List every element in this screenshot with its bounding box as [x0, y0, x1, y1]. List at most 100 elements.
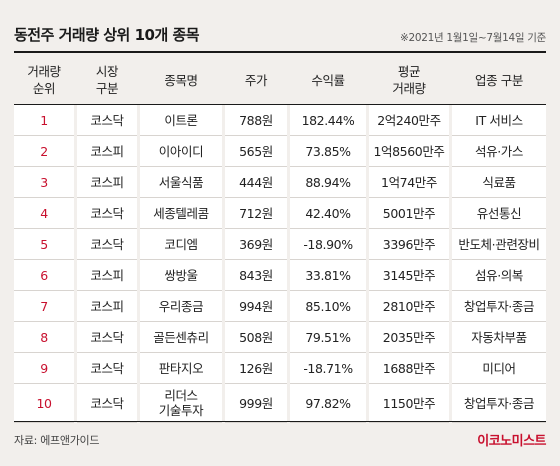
header-name: 종목명: [164, 72, 198, 88]
cell-return: 33.81%: [290, 259, 366, 291]
cell-stock-name: 우리종금: [140, 290, 222, 322]
cell-sector: 자동차부품: [452, 321, 546, 353]
cell-volume: 3396만주: [369, 228, 449, 260]
cell-stock-name: 골든센츄리: [140, 321, 222, 353]
column-gap: [366, 104, 369, 136]
cell-price: 369원: [225, 228, 287, 260]
bottom-rule: [14, 421, 546, 422]
cell-sector: 반도체·관련장비: [452, 228, 546, 260]
cell-volume: 3145만주: [369, 259, 449, 291]
header-price: 주가: [244, 72, 268, 88]
cell-stock-name: 이트론: [140, 104, 222, 136]
source-note: 자료: 에프앤가이드: [14, 434, 100, 447]
cell-rank: 8: [14, 321, 74, 353]
column-gap: [74, 104, 77, 136]
table-row: 3 코스피 서울식품 444원 88.94% 1억74만주 식료품: [14, 166, 546, 198]
cell-volume: 2억240만주: [369, 104, 449, 136]
table-row: 1 코스닥 이트론 788원 182.44% 2억240만주 IT 서비스: [14, 104, 546, 136]
table-row: 8 코스닥 골든센츄리 508원 79.51% 2035만주 자동차부품: [14, 321, 546, 353]
cell-price: 565원: [225, 135, 287, 167]
cell-volume: 5001만주: [369, 197, 449, 229]
cell-stock-name: 서울식품: [140, 166, 222, 198]
cell-price: 712원: [225, 197, 287, 229]
cell-price: 126원: [225, 352, 287, 384]
cell-return: 97.82%: [290, 383, 366, 423]
cell-sector: 창업투자·종금: [452, 383, 546, 423]
cell-rank: 6: [14, 259, 74, 291]
cell-volume: 1688만주: [369, 352, 449, 384]
cell-stock-name: 이아이디: [140, 135, 222, 167]
cell-return: -18.71%: [290, 352, 366, 384]
cell-stock-name: 리더스 기술투자: [140, 383, 222, 423]
cell-market: 코스피: [77, 135, 137, 167]
header-rank: 거래량 순위: [27, 64, 61, 96]
cell-sector: 미디어: [452, 352, 546, 384]
cell-price: 843원: [225, 259, 287, 291]
cell-sector: 석유·가스: [452, 135, 546, 167]
table-row: 7 코스피 우리종금 994원 85.10% 2810만주 창업투자·종금: [14, 290, 546, 322]
cell-price: 444원: [225, 166, 287, 198]
cell-sector: 식료품: [452, 166, 546, 198]
cell-rank: 10: [14, 383, 74, 423]
table-row: 5 코스닥 코디엠 369원 -18.90% 3396만주 반도체·관련장비: [14, 228, 546, 260]
cell-return: 79.51%: [290, 321, 366, 353]
cell-stock-name: 판타지오: [140, 352, 222, 384]
cell-market: 코스피: [77, 290, 137, 322]
cell-rank: 9: [14, 352, 74, 384]
column-gap: [449, 104, 452, 136]
cell-market: 코스닥: [77, 104, 137, 136]
top-rule: [14, 51, 546, 53]
column-gap: [287, 104, 290, 136]
cell-volume: 1억74만주: [369, 166, 449, 198]
cell-return: 182.44%: [290, 104, 366, 136]
header-market: 시장 구분: [95, 64, 119, 96]
cell-price: 994원: [225, 290, 287, 322]
cell-return: 85.10%: [290, 290, 366, 322]
cell-return: 42.40%: [290, 197, 366, 229]
cell-market: 코스닥: [77, 352, 137, 384]
cell-rank: 4: [14, 197, 74, 229]
cell-market: 코스닥: [77, 197, 137, 229]
date-range-note: ※2021년 1월1일~7월14일 기준: [399, 32, 546, 44]
cell-price: 788원: [225, 104, 287, 136]
header-return: 수익률: [311, 72, 345, 88]
table-row: 10 코스닥 리더스 기술투자 999원 97.82% 1150만주 창업투자·종금: [14, 383, 546, 423]
column-gap: [222, 104, 225, 136]
cell-rank: 3: [14, 166, 74, 198]
cell-market: 코스닥: [77, 228, 137, 260]
cell-price: 999원: [225, 383, 287, 423]
cell-market: 코스닥: [77, 321, 137, 353]
table-row: 9 코스닥 판타지오 126원 -18.71% 1688만주 미디어: [14, 352, 546, 384]
cell-sector: 섬유·의복: [452, 259, 546, 291]
cell-volume: 2035만주: [369, 321, 449, 353]
table-body: 1 코스닥 이트론 788원 182.44% 2억240만주 IT 서비스 2 코스피 이아이디 5…: [14, 104, 546, 423]
stock-volume-table: 거래량 순위 시장 구분 종목명 주가 수익률 평균 거래량 업종 구분 1 코스…: [14, 56, 546, 423]
table-row: 4 코스닥 세종텔레콤 712원 42.40% 5001만주 유선통신: [14, 197, 546, 229]
cell-rank: 2: [14, 135, 74, 167]
cell-stock-name: 코디엠: [140, 228, 222, 260]
cell-sector: 유선통신: [452, 197, 546, 229]
cell-rank: 1: [14, 104, 74, 136]
cell-stock-name: 쌍방울: [140, 259, 222, 291]
cell-price: 508원: [225, 321, 287, 353]
cell-stock-name: 세종텔레콤: [140, 197, 222, 229]
table-row: 2 코스피 이아이디 565원 73.85% 1억8560만주 석유·가스: [14, 135, 546, 167]
brand-logo: 이코노미스트: [477, 434, 546, 449]
page-title: 동전주 거래량 상위 10개 종목: [14, 26, 200, 44]
cell-return: -18.90%: [290, 228, 366, 260]
cell-market: 코스피: [77, 166, 137, 198]
cell-volume: 1150만주: [369, 383, 449, 423]
cell-sector: IT 서비스: [452, 104, 546, 136]
table-header-row: 거래량 순위 시장 구분 종목명 주가 수익률 평균 거래량 업종 구분: [14, 56, 546, 105]
header-sector: 업종 구분: [475, 72, 523, 88]
cell-volume: 1억8560만주: [369, 135, 449, 167]
cell-market: 코스피: [77, 259, 137, 291]
column-gap: [137, 104, 140, 136]
table-row: 6 코스피 쌍방울 843원 33.81% 3145만주 섬유·의복: [14, 259, 546, 291]
cell-sector: 창업투자·종금: [452, 290, 546, 322]
cell-rank: 5: [14, 228, 74, 260]
cell-volume: 2810만주: [369, 290, 449, 322]
cell-market: 코스닥: [77, 383, 137, 423]
cell-return: 88.94%: [290, 166, 366, 198]
header-volume: 평균 거래량: [392, 64, 426, 96]
